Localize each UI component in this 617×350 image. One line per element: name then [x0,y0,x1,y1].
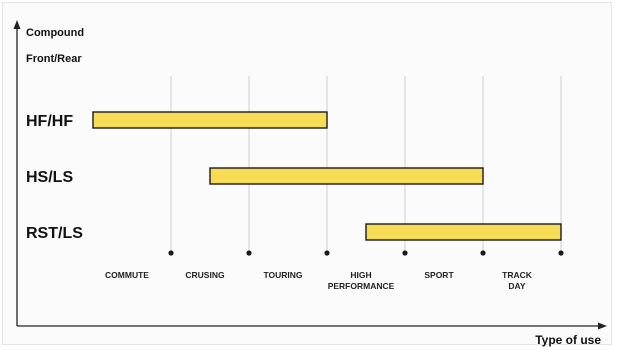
tick-dot [402,250,408,256]
category-layer: HF/HF HS/LS RST/LS [26,113,83,242]
x-tick-label: COMMUTE [105,270,149,280]
y-axis-label: Compound [26,27,84,39]
x-tick-label: HIGH PERFORMANCE [328,270,395,291]
x-axis-arrow [598,322,607,330]
x-tick-label: SPORT [424,270,454,280]
tick-dot [168,250,174,256]
y-axis-sublabel: Front/Rear [26,53,82,65]
range-bar [209,167,484,185]
x-tick-label: TRACK DAY [502,270,533,291]
x-axis-label: Type of use [535,333,601,347]
tick-dot [324,250,330,256]
grid-layer [168,76,564,256]
x-tick-label: TOURING [263,270,302,280]
tick-layer: COMMUTE CRUSING TOURING HIGH PERFORMANCE SPOR… [105,270,533,291]
tick-dot [246,250,252,256]
bar-layer [92,111,562,241]
range-bar [365,223,562,241]
tick-dot [558,250,564,256]
category-label: HF/HF [26,113,73,130]
axes-layer: Compound Front/Rear Type of use [13,20,607,347]
range-bar [92,111,328,129]
category-label: RST/LS [26,225,83,242]
category-label: HS/LS [26,169,73,186]
tick-dot [480,250,486,256]
x-tick-label: CRUSING [185,270,225,280]
y-axis-arrow [13,20,21,29]
